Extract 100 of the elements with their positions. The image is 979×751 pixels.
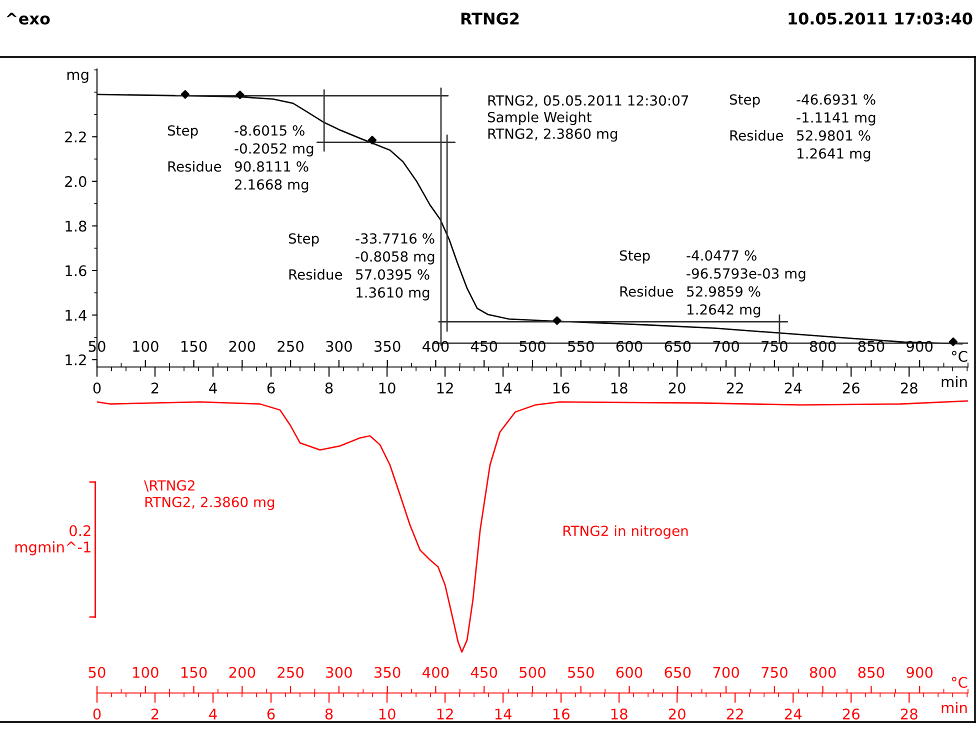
x2-tick-label: 250 — [278, 666, 304, 678]
annotation: Residue — [168, 161, 222, 172]
x2-tick-label: 850 — [858, 340, 884, 352]
y-tick-label: 1.2 — [66, 354, 86, 366]
x2-tick-label: 900 — [906, 340, 933, 352]
x-tick-label: 2 — [151, 708, 158, 720]
x2-axis-title: °C — [952, 350, 968, 362]
x-tick-label: 20 — [668, 382, 686, 394]
x-tick-label: 28 — [900, 708, 918, 720]
x-tick-label: 12 — [437, 708, 453, 720]
x-tick-label: 26 — [842, 382, 860, 394]
annotation: -8.6015 % — [234, 125, 304, 136]
x2-tick-label: 850 — [858, 666, 884, 678]
x2-tick-label: 650 — [664, 340, 691, 352]
x-tick-label: 14 — [495, 382, 512, 394]
x2-tick-label: 800 — [810, 666, 836, 678]
x-tick-label: 26 — [842, 708, 860, 720]
y-tick-label: 1.4 — [66, 310, 86, 321]
annotation: 52.9801 % — [797, 130, 870, 141]
annotation: Step — [730, 94, 760, 108]
annotation: 90.8111 % — [234, 161, 308, 172]
annotation: -96.5793e-03 mg — [686, 268, 806, 282]
x2-tick-label: 450 — [470, 666, 498, 678]
annotation: -4.0477 % — [686, 250, 756, 261]
annotation: Residue — [289, 269, 342, 280]
x2-tick-label: 500 — [520, 666, 546, 678]
x2-tick-label: 150 — [181, 666, 207, 678]
x-tick-label: 24 — [784, 708, 802, 720]
x2-tick-label: 250 — [278, 340, 304, 352]
x-tick-label: 14 — [495, 708, 512, 720]
annotation: 57.0395 % — [356, 269, 430, 280]
x2-tick-label: 900 — [906, 666, 933, 678]
x-tick-label: 22 — [726, 382, 743, 394]
x2-tick-label: 50 — [88, 666, 106, 678]
x2-axis-title: °C — [952, 676, 968, 688]
annotation: RTNG2 in nitrogen — [563, 525, 688, 539]
x-axis-title: min — [942, 702, 967, 714]
annotation: RTNG2, 05.05.2011 12:30:07 Sample Weight RTNG2, 2.3860 mg — [488, 95, 688, 142]
x-tick-label: 22 — [726, 708, 743, 720]
x2-tick-label: 500 — [520, 340, 546, 352]
x-tick-label: 24 — [784, 382, 802, 394]
x2-tick-label: 400 — [422, 340, 449, 352]
annotation: -46.6931 % — [796, 94, 876, 105]
x2-tick-label: 150 — [181, 340, 207, 352]
x-tick-label: 20 — [668, 708, 686, 720]
x-tick-label: 4 — [209, 708, 217, 720]
annotation: Step — [168, 125, 198, 138]
x2-tick-label: 600 — [616, 340, 642, 352]
annotation: -33.7716 % — [356, 233, 434, 244]
annotation: -0.8058 mg — [356, 251, 434, 264]
x2-tick-label: 800 — [810, 340, 836, 352]
x-tick-label: 0 — [93, 708, 101, 720]
x2-tick-label: 550 — [568, 666, 594, 678]
annotation: 2.1668 mg — [235, 179, 308, 192]
x-tick-label: 16 — [553, 382, 570, 394]
y-axis-title: 0.2 mgmin^-1 — [15, 525, 90, 556]
x-tick-label: 12 — [437, 382, 453, 394]
annotation: Residue — [730, 130, 784, 141]
x-tick-label: 0 — [93, 382, 101, 394]
x2-tick-label: 200 — [229, 666, 256, 678]
x-tick-label: 6 — [267, 708, 275, 720]
x2-tick-label: 700 — [713, 666, 740, 678]
annotation: Residue — [620, 286, 674, 297]
y-tick-label: 1.6 — [66, 265, 86, 276]
annotation: 1.3610 mg — [356, 287, 430, 300]
x2-tick-label: 600 — [616, 666, 642, 678]
annotation: 52.9859 % — [687, 286, 760, 297]
y-axis-title: mg — [67, 72, 88, 83]
text: ^exo — [6, 12, 50, 25]
x2-tick-label: 450 — [470, 340, 498, 352]
annotation: Step — [288, 233, 319, 246]
x-tick-label: 4 — [209, 382, 217, 394]
x2-tick-label: 100 — [133, 340, 158, 352]
x2-tick-label: 700 — [713, 340, 740, 352]
x-tick-label: 10 — [379, 708, 396, 720]
annotation: 1.2641 mg — [798, 148, 870, 162]
x-tick-label: 18 — [611, 382, 628, 394]
x2-tick-label: 200 — [229, 340, 256, 352]
x2-tick-label: 650 — [664, 666, 691, 678]
annotation: -0.2052 mg — [234, 143, 314, 156]
x2-tick-label: 100 — [133, 666, 158, 678]
chart-title: RTNG2 — [461, 12, 519, 25]
x-tick-label: 6 — [267, 382, 275, 394]
x2-tick-label: 350 — [374, 666, 400, 678]
annotation: -1.1141 mg — [796, 112, 876, 126]
x-tick-label: 28 — [900, 382, 918, 394]
x-tick-label: 2 — [151, 382, 158, 394]
x-tick-label: 8 — [325, 382, 333, 394]
x2-tick-label: 400 — [422, 666, 449, 678]
x-tick-label: 8 — [325, 708, 333, 720]
annotation: 1.2642 mg — [688, 304, 760, 318]
x-tick-label: 18 — [611, 708, 628, 720]
x-tick-label: 16 — [553, 708, 570, 720]
y-tick-label: 2.0 — [65, 176, 86, 188]
x-tick-label: 10 — [379, 382, 396, 394]
y-tick-label: 1.8 — [66, 220, 86, 232]
x2-tick-label: 550 — [568, 340, 594, 352]
x2-tick-label: 750 — [762, 666, 788, 678]
x2-tick-label: 750 — [762, 340, 788, 352]
x2-tick-label: 350 — [374, 340, 400, 352]
